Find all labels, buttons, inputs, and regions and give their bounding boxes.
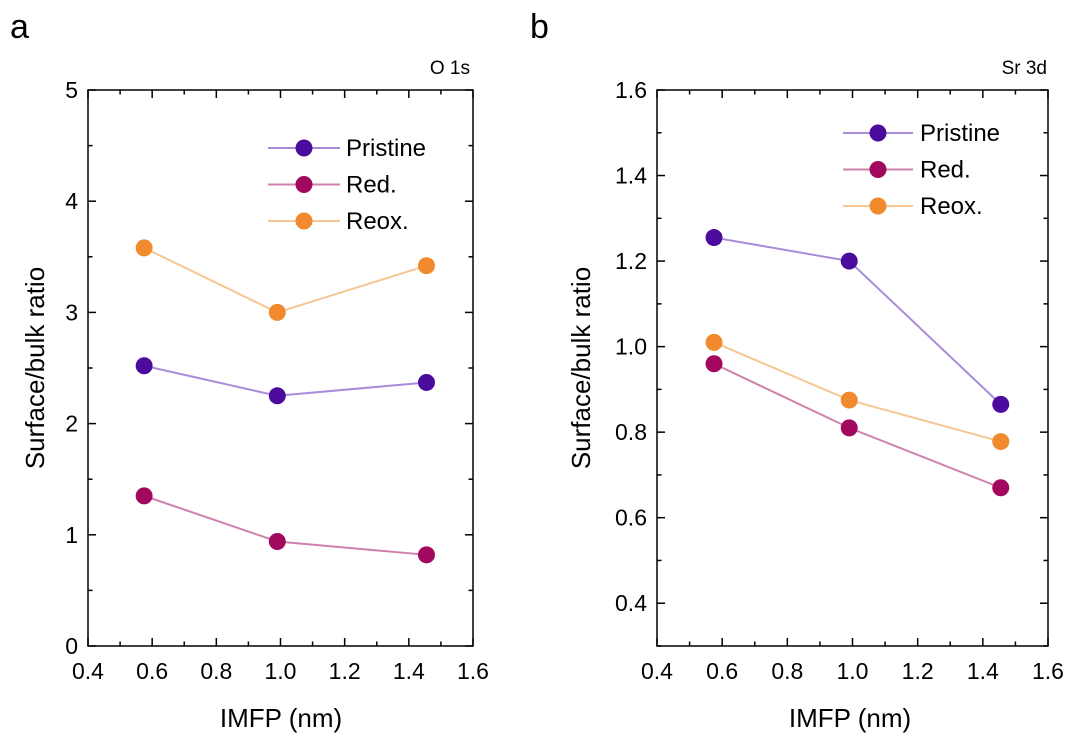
data-point-red xyxy=(705,355,723,373)
panel-b-y-axis-title: Surface/bulk ratio xyxy=(566,267,596,469)
panel-b-corner-label: Sr 3d xyxy=(1002,58,1047,79)
panel-a-legend: Pristine Red. Reox. xyxy=(268,135,426,235)
data-point-reox xyxy=(705,333,723,351)
series-line-red xyxy=(143,494,427,556)
x-tick-label: 0.4 xyxy=(641,658,673,684)
panel-b-letter: b xyxy=(530,8,549,46)
legend-marker-red xyxy=(295,176,313,193)
legend-marker-reox xyxy=(869,197,887,215)
x-tick-label: 1.4 xyxy=(393,658,425,684)
panel-a-ticks: 0.4 0.6 0.8 1.0 1.2 1.4 1.6 0 1 2 3 4 5 xyxy=(65,77,489,684)
y-tick-label: 0.8 xyxy=(615,419,647,445)
data-point-pristine xyxy=(705,229,723,247)
x-tick-label: 1.6 xyxy=(1032,658,1064,684)
x-tick-label: 1.2 xyxy=(329,658,361,684)
x-tick-label: 0.6 xyxy=(706,658,738,684)
panel-a-y-axis-title: Surface/bulk ratio xyxy=(20,267,50,469)
data-point-red xyxy=(992,479,1010,497)
panel-b-x-axis-title: IMFP (nm) xyxy=(789,703,911,733)
panel-b-series xyxy=(705,229,1010,497)
legend-label-pristine: Pristine xyxy=(346,135,426,162)
data-point-red xyxy=(135,487,153,505)
y-tick-label: 0.6 xyxy=(615,505,647,531)
panel-a-corner-label: O 1s xyxy=(430,58,470,79)
legend-marker-reox xyxy=(295,212,313,230)
data-point-red xyxy=(840,419,858,437)
y-tick-label: 1.6 xyxy=(615,77,647,103)
data-point-reox xyxy=(135,239,153,257)
panel-b-legend: Pristine Red. Reox. xyxy=(843,120,1000,220)
data-point-pristine xyxy=(992,395,1010,413)
data-point-reox xyxy=(840,391,858,409)
x-tick-label: 1.6 xyxy=(457,658,489,684)
legend-marker-red xyxy=(869,161,887,178)
data-point-reox xyxy=(268,303,286,321)
y-tick-label: 3 xyxy=(65,299,78,325)
legend-label-reox: Reox. xyxy=(920,193,983,220)
data-point-pristine xyxy=(840,252,858,270)
legend-label-reox: Reox. xyxy=(346,208,409,235)
y-tick-label: 0.4 xyxy=(615,590,647,616)
y-tick-label: 1.0 xyxy=(615,334,647,360)
panel-a-x-axis-title: IMFP (nm) xyxy=(220,703,342,733)
data-point-red xyxy=(417,546,435,564)
y-tick-label: 1.2 xyxy=(615,248,647,274)
panel-a-series xyxy=(135,239,435,564)
data-point-reox xyxy=(992,433,1010,451)
x-tick-label: 0.8 xyxy=(200,658,232,684)
legend-marker-pristine xyxy=(869,124,887,142)
data-point-reox xyxy=(417,257,435,275)
legend-marker-pristine xyxy=(295,139,313,157)
y-tick-label: 0 xyxy=(65,633,78,659)
series-line-pristine xyxy=(143,364,427,397)
x-tick-label: 1.0 xyxy=(265,658,297,684)
legend-label-pristine: Pristine xyxy=(920,120,1000,147)
x-tick-label: 0.8 xyxy=(771,658,803,684)
panel-a-letter: a xyxy=(10,8,29,46)
data-point-pristine xyxy=(135,357,153,375)
legend-label-red: Red. xyxy=(920,157,971,184)
x-tick-label: 0.4 xyxy=(72,658,104,684)
y-tick-label: 2 xyxy=(65,411,78,437)
y-tick-label: 5 xyxy=(65,77,78,103)
data-point-pristine xyxy=(268,387,286,405)
series-line-reox xyxy=(143,247,427,314)
data-point-pristine xyxy=(417,373,435,391)
panel-b-ticks: 0.4 0.6 0.8 1.0 1.2 1.4 1.6 0.4 0.6 0.8 1.0 1.2 1.4 1… xyxy=(615,77,1064,684)
x-tick-label: 0.6 xyxy=(136,658,168,684)
x-tick-label: 1.0 xyxy=(837,658,869,684)
data-point-red xyxy=(268,532,286,550)
y-tick-label: 1.4 xyxy=(615,163,647,189)
legend-label-red: Red. xyxy=(346,172,397,199)
y-tick-label: 1 xyxy=(65,522,78,548)
y-tick-label: 4 xyxy=(65,188,78,214)
x-tick-label: 1.4 xyxy=(967,658,999,684)
x-tick-label: 1.2 xyxy=(902,658,934,684)
